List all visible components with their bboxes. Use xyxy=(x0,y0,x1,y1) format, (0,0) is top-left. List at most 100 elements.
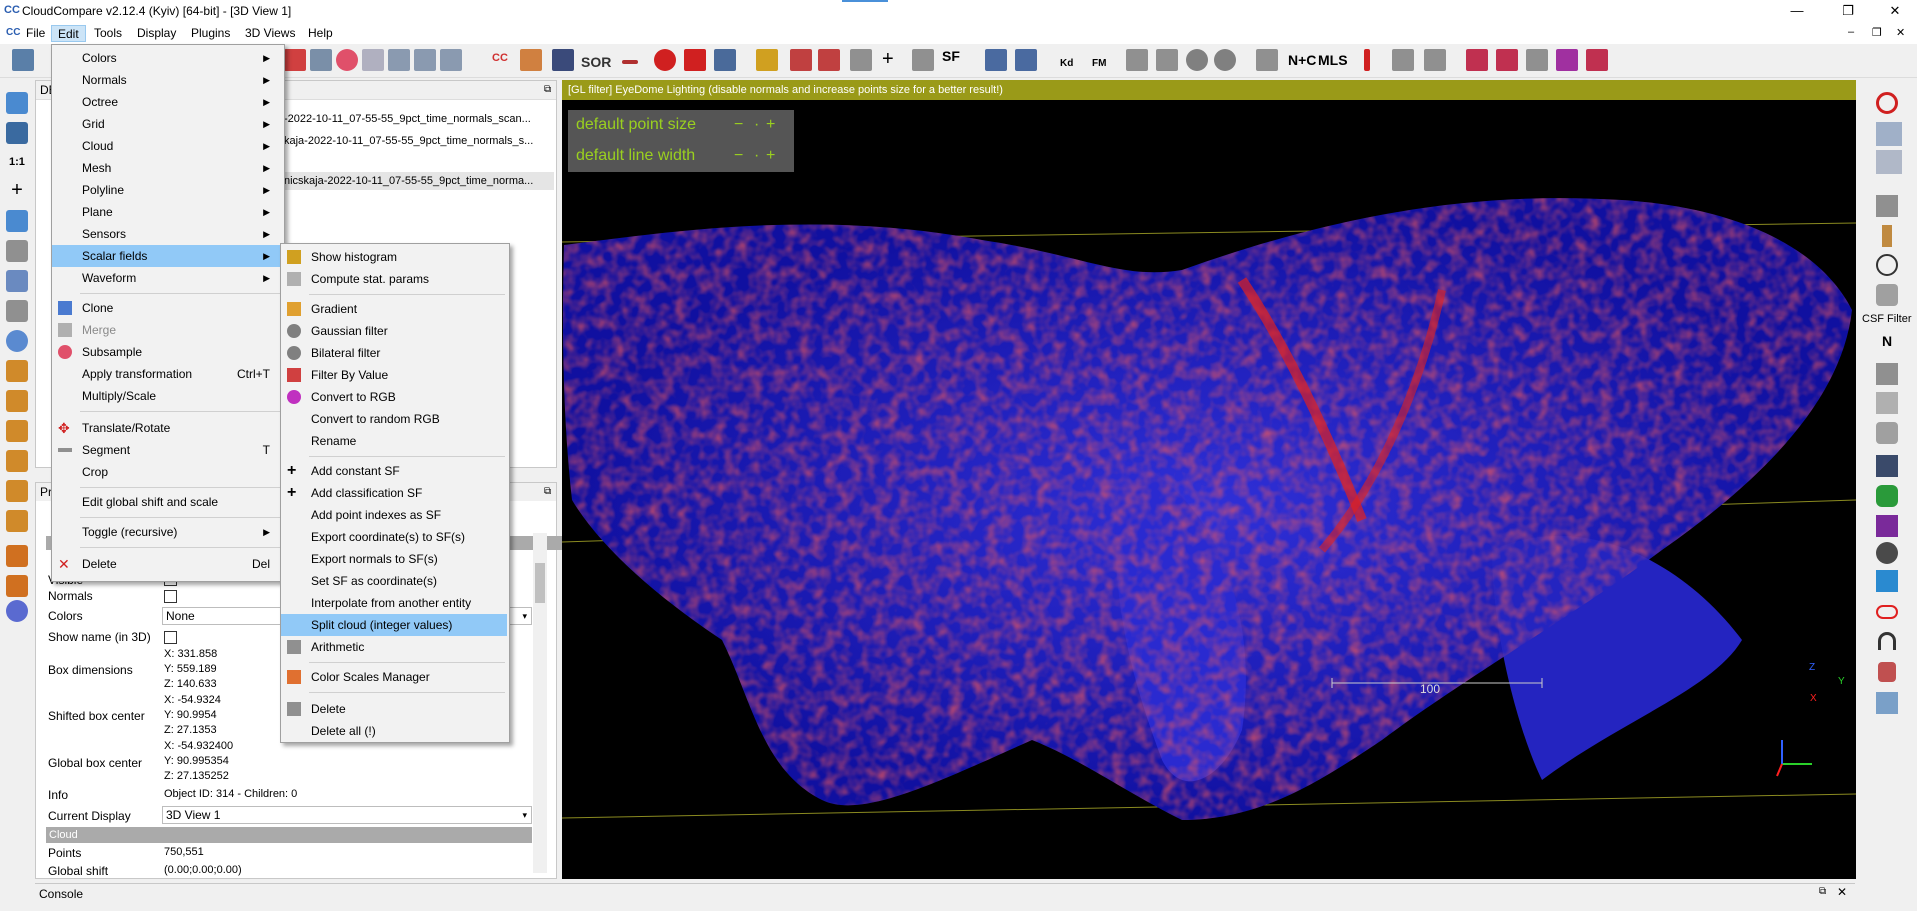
screen-icon[interactable] xyxy=(6,92,28,114)
sf-arithmetic[interactable]: Arithmetic xyxy=(281,636,509,658)
menu-display[interactable]: Display xyxy=(137,26,177,40)
sf-export-normals[interactable]: Export normals to SF(s) xyxy=(311,552,438,566)
current-display-select[interactable]: 3D View 1 ▾ xyxy=(162,806,532,824)
menu-item-mesh[interactable]: Mesh ▶ xyxy=(52,157,284,179)
menu-item-grid[interactable]: Grid ▶ xyxy=(52,113,284,135)
plane-icon[interactable] xyxy=(684,49,706,71)
menu-item-sensors[interactable]: Sensors ▶ xyxy=(52,223,284,245)
spline-icon[interactable] xyxy=(1364,49,1370,71)
hpr-icon[interactable] xyxy=(1876,363,1898,385)
db-tree-item-selected[interactable]: nicskaja-2022-10-11_07-55-55_9pct_time_n… xyxy=(280,172,554,190)
sf-split-cloud[interactable]: Split cloud (integer values) xyxy=(281,614,507,636)
menu-tools[interactable]: Tools xyxy=(94,26,123,40)
ssao-icon[interactable] xyxy=(1876,150,1902,174)
mdi-minimize-button[interactable]: – xyxy=(1848,26,1855,38)
zoom-one-icon[interactable]: 1:1 xyxy=(9,156,25,168)
layers-icon[interactable] xyxy=(1876,570,1898,592)
sf-gradient[interactable]: Gradient xyxy=(281,298,509,320)
rgb3-icon[interactable] xyxy=(1526,49,1548,71)
sf-convert-to-rgb[interactable]: Convert to RGB xyxy=(281,386,509,408)
menu-file[interactable]: File xyxy=(26,26,46,40)
gradient-icon[interactable] xyxy=(790,49,812,71)
align-icon[interactable] xyxy=(440,49,462,71)
sor-button[interactable]: SOR xyxy=(581,54,612,70)
point-size-increase-button[interactable]: + xyxy=(766,116,776,133)
menu-item-cloud[interactable]: Cloud ▶ xyxy=(52,135,284,157)
sf-add-point-indexes[interactable]: Add point indexes as SF xyxy=(311,508,442,522)
point-cloud-render[interactable] xyxy=(562,80,1856,879)
iso-front-icon[interactable] xyxy=(6,545,28,567)
points-icon[interactable] xyxy=(388,49,410,71)
minimize-button[interactable]: — xyxy=(1790,3,1804,18)
histogram-icon[interactable] xyxy=(756,49,778,71)
normal-icon[interactable] xyxy=(310,49,332,71)
fill-icon[interactable] xyxy=(520,49,542,71)
menu-item-clone[interactable]: Clone xyxy=(52,297,284,319)
sf-tool-icon[interactable] xyxy=(714,49,736,71)
menu-item-colors[interactable]: Colors ▶ xyxy=(52,47,284,69)
sf-convert-to-random-rgb[interactable]: Convert to random RGB xyxy=(311,412,440,426)
toggle-color-icon[interactable] xyxy=(284,49,306,71)
view-back-icon[interactable] xyxy=(6,450,28,472)
panel-float-icon[interactable]: ⧉ xyxy=(544,486,552,497)
menu-item-delete[interactable]: ✕ Delete Del xyxy=(58,556,270,572)
register-icon[interactable] xyxy=(414,49,436,71)
rgb-icon[interactable] xyxy=(1876,515,1898,537)
shield-icon[interactable] xyxy=(1876,284,1898,306)
db-tree-item[interactable]: -2022-10-11_07-55-55_9pct_time_normals_s… xyxy=(284,113,531,125)
menu-edit[interactable]: Edit xyxy=(51,25,86,42)
sf-add-classification[interactable]: + Add classification SF xyxy=(287,484,423,501)
open-icon[interactable] xyxy=(12,49,34,71)
canupo-create-icon[interactable] xyxy=(985,49,1007,71)
menu-item-multiply-scale[interactable]: Multiply/Scale xyxy=(82,389,157,403)
sf-export-coordinates[interactable]: Export coordinate(s) to SF(s) xyxy=(311,530,466,544)
line-width-decrease-button[interactable]: − xyxy=(734,147,744,164)
view-bottom-icon[interactable] xyxy=(6,510,28,532)
menu-item-segment[interactable]: Segment T xyxy=(52,439,284,461)
sf-show-histogram[interactable]: Show histogram xyxy=(281,246,509,268)
minmax-icon[interactable] xyxy=(818,49,840,71)
maximize-button[interactable]: ❐ xyxy=(1842,3,1854,18)
menu-item-octree[interactable]: Octree ▶ xyxy=(52,91,284,113)
sf-color-scales-manager[interactable]: Color Scales Manager xyxy=(281,666,509,688)
properties-scrollbar[interactable] xyxy=(533,533,547,873)
normals-checkbox[interactable] xyxy=(164,590,177,603)
cut-icon[interactable] xyxy=(622,60,638,64)
m3c2-icon[interactable] xyxy=(1876,392,1898,414)
menu-item-translate-rotate[interactable]: ✥ Translate/Rotate xyxy=(58,420,171,436)
camera-icon[interactable] xyxy=(6,122,28,144)
mdi-restore-button[interactable]: ❐ xyxy=(1872,27,1882,39)
puzzle-icon[interactable] xyxy=(1256,49,1278,71)
csv-icon[interactable] xyxy=(1156,49,1178,71)
view-left-icon[interactable] xyxy=(6,420,28,442)
film-icon[interactable] xyxy=(1876,195,1898,217)
show-name-checkbox[interactable] xyxy=(164,631,177,644)
checker-icon[interactable] xyxy=(552,49,574,71)
point-size-decrease-button[interactable]: − xyxy=(734,116,744,133)
menu-item-polyline[interactable]: Polyline ▶ xyxy=(52,179,284,201)
tree-icon[interactable] xyxy=(1392,49,1414,71)
sf-add-constant[interactable]: + Add constant SF xyxy=(287,462,400,479)
north-icon[interactable]: N xyxy=(1882,333,1893,349)
menu-item-normals[interactable]: Normals ▶ xyxy=(52,69,284,91)
menu-item-scalar-fields[interactable]: Scalar fields ▶ xyxy=(52,245,284,267)
plus-icon[interactable]: + xyxy=(882,48,894,70)
mls-button[interactable]: MLS xyxy=(1318,52,1348,68)
layer-icon[interactable] xyxy=(6,270,28,292)
close-button[interactable]: ✕ xyxy=(1889,3,1901,18)
zoom-icon[interactable] xyxy=(6,330,28,352)
sf-gaussian-filter[interactable]: Gaussian filter xyxy=(281,320,509,342)
db-tree-item[interactable]: kaja-2022-10-11_07-55-55_9pct_time_norma… xyxy=(284,135,534,147)
poisson-icon[interactable] xyxy=(1876,485,1898,507)
center-icon[interactable]: + xyxy=(11,179,23,201)
sf-add-icon[interactable] xyxy=(850,49,872,71)
menu-item-plane[interactable]: Plane ▶ xyxy=(52,201,284,223)
ellipse-icon[interactable] xyxy=(1876,605,1898,619)
rgb5-icon[interactable] xyxy=(1586,49,1608,71)
console-float-icon[interactable]: ⧉ xyxy=(1819,886,1827,897)
menu-3d-views[interactable]: 3D Views xyxy=(245,26,296,40)
cc-label[interactable]: CC xyxy=(492,52,508,64)
fire-icon[interactable] xyxy=(1878,662,1896,682)
menu-help[interactable]: Help xyxy=(308,26,333,40)
export-icon[interactable] xyxy=(1424,49,1446,71)
